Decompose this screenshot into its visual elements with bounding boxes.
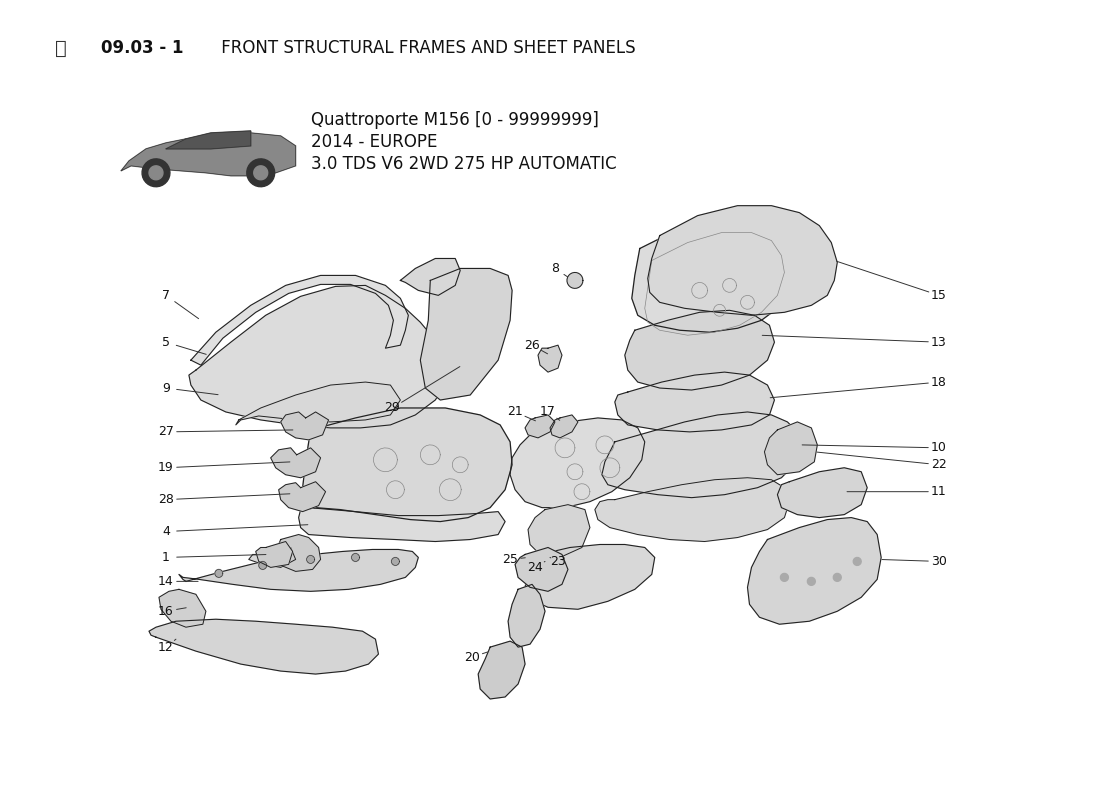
Polygon shape bbox=[302, 408, 513, 522]
Polygon shape bbox=[400, 258, 460, 295]
Polygon shape bbox=[280, 412, 329, 440]
Text: 20: 20 bbox=[464, 650, 480, 664]
Text: 09.03 - 1: 09.03 - 1 bbox=[101, 39, 184, 58]
Text: 29: 29 bbox=[385, 402, 400, 414]
Text: 30: 30 bbox=[931, 555, 947, 568]
Text: 12: 12 bbox=[158, 641, 174, 654]
Polygon shape bbox=[595, 478, 790, 542]
Text: 24: 24 bbox=[527, 561, 543, 574]
Polygon shape bbox=[602, 412, 800, 498]
Polygon shape bbox=[631, 218, 800, 332]
Text: 13: 13 bbox=[931, 336, 947, 349]
Text: 19: 19 bbox=[158, 462, 174, 474]
Text: 18: 18 bbox=[931, 375, 947, 389]
Text: 27: 27 bbox=[158, 426, 174, 438]
Polygon shape bbox=[420, 269, 513, 400]
Polygon shape bbox=[508, 584, 544, 647]
Polygon shape bbox=[298, 508, 505, 542]
Text: 23: 23 bbox=[550, 555, 565, 568]
Text: 3.0 TDS V6 2WD 275 HP AUTOMATIC: 3.0 TDS V6 2WD 275 HP AUTOMATIC bbox=[310, 155, 616, 173]
Text: 7: 7 bbox=[162, 289, 170, 302]
Text: FRONT STRUCTURAL FRAMES AND SHEET PANELS: FRONT STRUCTURAL FRAMES AND SHEET PANELS bbox=[216, 39, 636, 58]
Polygon shape bbox=[246, 159, 275, 186]
Text: 17: 17 bbox=[540, 406, 556, 418]
Polygon shape bbox=[258, 562, 266, 570]
Polygon shape bbox=[834, 574, 842, 582]
Text: 11: 11 bbox=[931, 485, 947, 498]
Polygon shape bbox=[648, 206, 837, 315]
Polygon shape bbox=[179, 550, 418, 591]
Polygon shape bbox=[615, 372, 774, 432]
Text: 28: 28 bbox=[158, 493, 174, 506]
Text: 21: 21 bbox=[507, 406, 522, 418]
Polygon shape bbox=[142, 159, 170, 186]
Text: 25: 25 bbox=[503, 553, 518, 566]
Polygon shape bbox=[307, 555, 315, 563]
Text: 8: 8 bbox=[551, 262, 559, 275]
Polygon shape bbox=[191, 275, 408, 365]
Text: 26: 26 bbox=[525, 338, 540, 352]
Polygon shape bbox=[121, 133, 296, 176]
Polygon shape bbox=[748, 518, 881, 624]
Polygon shape bbox=[166, 131, 251, 149]
Text: Quattroporte M156 [0 - 99999999]: Quattroporte M156 [0 - 99999999] bbox=[310, 111, 598, 129]
Polygon shape bbox=[550, 415, 578, 438]
Polygon shape bbox=[255, 542, 293, 567]
Polygon shape bbox=[273, 534, 320, 571]
Polygon shape bbox=[478, 641, 525, 699]
Polygon shape bbox=[254, 166, 267, 180]
Polygon shape bbox=[189, 286, 446, 428]
Polygon shape bbox=[528, 505, 590, 558]
Polygon shape bbox=[807, 578, 815, 586]
Polygon shape bbox=[566, 273, 583, 288]
Text: 14: 14 bbox=[158, 575, 174, 588]
Polygon shape bbox=[525, 415, 556, 438]
Polygon shape bbox=[764, 422, 817, 474]
Text: 22: 22 bbox=[931, 458, 947, 471]
Polygon shape bbox=[625, 310, 774, 390]
Text: 10: 10 bbox=[931, 442, 947, 454]
Polygon shape bbox=[392, 558, 399, 566]
Polygon shape bbox=[148, 619, 378, 674]
Polygon shape bbox=[150, 166, 163, 180]
Polygon shape bbox=[249, 547, 296, 567]
Polygon shape bbox=[271, 448, 320, 478]
Polygon shape bbox=[854, 558, 861, 566]
Text: 4: 4 bbox=[162, 525, 169, 538]
Polygon shape bbox=[160, 590, 206, 627]
Text: 16: 16 bbox=[158, 605, 174, 618]
Text: 1: 1 bbox=[162, 551, 169, 564]
Polygon shape bbox=[214, 570, 223, 578]
Text: 5: 5 bbox=[162, 336, 170, 349]
Polygon shape bbox=[235, 382, 400, 425]
Polygon shape bbox=[525, 545, 654, 610]
Text: 2014 - EUROPE: 2014 - EUROPE bbox=[310, 133, 437, 151]
Polygon shape bbox=[778, 468, 867, 518]
Text: 15: 15 bbox=[931, 289, 947, 302]
Polygon shape bbox=[510, 418, 645, 508]
Polygon shape bbox=[538, 345, 562, 372]
Polygon shape bbox=[278, 482, 326, 512]
Text: ⛦: ⛦ bbox=[55, 38, 67, 58]
Text: 9: 9 bbox=[162, 382, 169, 394]
Polygon shape bbox=[515, 547, 568, 591]
Polygon shape bbox=[352, 554, 360, 562]
Polygon shape bbox=[781, 574, 789, 582]
